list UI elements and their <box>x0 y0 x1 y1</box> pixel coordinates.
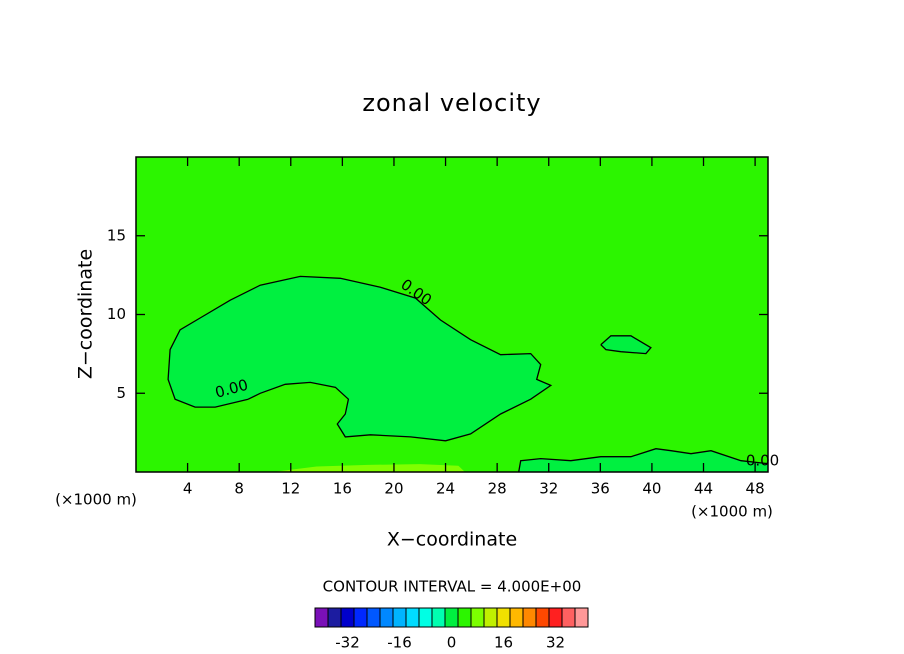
x-tick-label: 44 <box>694 480 713 498</box>
colorbar-box <box>405 607 420 628</box>
x-tick-label: 20 <box>384 480 403 498</box>
x-tick-label: 8 <box>234 480 244 498</box>
filled-region <box>168 276 551 441</box>
colorbar-box <box>457 607 472 628</box>
colorbar-box <box>418 607 433 628</box>
x-tick-label: 4 <box>183 480 193 498</box>
colorbar-box <box>470 607 485 628</box>
y-axis-label: Z−coordinate <box>75 249 97 379</box>
colorbar-box <box>496 607 511 628</box>
x-tick-label: 36 <box>591 480 610 498</box>
colorbar-box <box>379 607 394 628</box>
plot-area <box>136 157 768 472</box>
colorbar-box <box>483 607 498 628</box>
colorbar-tick-label: -32 <box>335 634 360 652</box>
colorbar-tick-label: 32 <box>546 634 565 652</box>
y-tick-label: 10 <box>107 305 126 323</box>
x-tick-label: 24 <box>436 480 455 498</box>
filled-region <box>518 448 768 472</box>
filled-region <box>272 464 465 472</box>
colorbar-box <box>340 607 355 628</box>
colorbar-tick-label: -16 <box>387 634 412 652</box>
colorbar-box <box>353 607 368 628</box>
colorbar-box <box>444 607 459 628</box>
colorbar-box <box>314 607 329 628</box>
contour-line <box>518 448 768 472</box>
x-unit-label: (×1000 m) <box>55 491 137 509</box>
colorbar-tick-label: 0 <box>447 634 457 652</box>
colorbar-box <box>509 607 524 628</box>
colorbar-box <box>548 607 563 628</box>
y-tick-label: 5 <box>116 384 126 402</box>
x-tick-label: 32 <box>539 480 558 498</box>
chart-title: zonal velocity <box>362 89 541 117</box>
y-tick-label: 15 <box>107 226 126 244</box>
colorbar-box <box>327 607 342 628</box>
x-tick-label: 16 <box>333 480 352 498</box>
contour-interval: CONTOUR INTERVAL = 4.000E+00 <box>323 578 582 596</box>
x-unit-label: (×1000 m) <box>691 503 773 521</box>
x-axis-label: X−coordinate <box>387 529 517 551</box>
colorbar-box <box>574 607 589 628</box>
x-tick-label: 40 <box>642 480 661 498</box>
colorbar-box <box>366 607 381 628</box>
x-tick-label: 48 <box>746 480 765 498</box>
x-tick-label: 28 <box>488 480 507 498</box>
colorbar-tick-label: 16 <box>494 634 513 652</box>
contour-line <box>600 335 652 355</box>
colorbar-box <box>392 607 407 628</box>
colorbar-box <box>535 607 550 628</box>
colorbar-box <box>522 607 537 628</box>
contour-line <box>167 275 553 442</box>
colorbar-box <box>561 607 576 628</box>
x-tick-label: 12 <box>281 480 300 498</box>
colorbar-box <box>431 607 446 628</box>
contour-label: 0.00 <box>746 452 779 470</box>
